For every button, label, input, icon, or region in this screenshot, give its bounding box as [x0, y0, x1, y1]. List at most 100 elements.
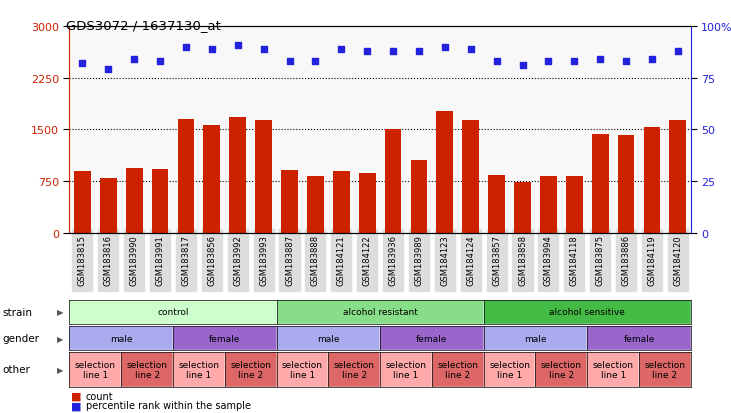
Point	[542, 59, 554, 65]
Text: male: male	[317, 334, 340, 343]
Point	[154, 59, 166, 65]
Text: selection
line 1: selection line 1	[178, 360, 219, 379]
Bar	[484, 326, 587, 351]
Text: male: male	[110, 334, 132, 343]
Point	[569, 59, 580, 65]
Point	[77, 61, 88, 67]
Point	[672, 48, 683, 55]
Bar	[121, 352, 173, 387]
Text: selection
line 1: selection line 1	[593, 360, 634, 379]
Bar	[69, 326, 173, 351]
Bar	[592, 134, 609, 233]
Bar	[230, 118, 246, 233]
Point	[102, 67, 114, 74]
Bar	[359, 173, 376, 233]
Bar	[178, 120, 194, 233]
Bar	[281, 171, 298, 233]
Bar	[540, 177, 557, 233]
Text: ■: ■	[71, 391, 81, 401]
Bar	[670, 121, 686, 233]
Bar	[151, 170, 168, 233]
Bar	[276, 300, 484, 325]
Bar	[484, 300, 691, 325]
Bar	[432, 352, 484, 387]
Text: selection
line 1: selection line 1	[385, 360, 426, 379]
Text: alcohol resistant: alcohol resistant	[343, 308, 417, 317]
Text: percentile rank within the sample: percentile rank within the sample	[86, 400, 251, 410]
Point	[129, 57, 140, 63]
Text: strain: strain	[2, 307, 32, 317]
Text: selection
line 2: selection line 2	[437, 360, 478, 379]
Bar	[488, 175, 505, 233]
Text: female: female	[416, 334, 447, 343]
Text: female: female	[209, 334, 240, 343]
Bar	[411, 161, 428, 233]
Bar	[535, 352, 587, 387]
Bar	[276, 326, 380, 351]
Point	[413, 48, 425, 55]
Bar	[255, 121, 272, 233]
Bar	[385, 130, 401, 233]
Point	[439, 44, 451, 51]
Text: GDS3072 / 1637130_at: GDS3072 / 1637130_at	[66, 19, 221, 31]
Text: selection
line 2: selection line 2	[230, 360, 271, 379]
Bar	[74, 171, 91, 233]
Bar	[587, 352, 639, 387]
Bar	[173, 326, 276, 351]
Bar	[380, 326, 484, 351]
Text: selection
line 1: selection line 1	[489, 360, 530, 379]
Point	[258, 46, 270, 53]
Text: selection
line 2: selection line 2	[334, 360, 375, 379]
Text: selection
line 1: selection line 1	[75, 360, 115, 379]
Bar	[618, 135, 635, 233]
Bar	[380, 352, 432, 387]
Bar	[276, 352, 328, 387]
Bar	[307, 177, 324, 233]
Bar	[643, 127, 660, 233]
Bar	[639, 352, 691, 387]
Bar	[587, 326, 691, 351]
Point	[180, 44, 192, 51]
Bar	[224, 352, 276, 387]
Bar	[328, 352, 380, 387]
Point	[646, 57, 658, 63]
Bar	[100, 179, 117, 233]
Bar	[484, 352, 535, 387]
Bar	[514, 182, 531, 233]
Point	[284, 59, 295, 65]
Bar	[462, 121, 479, 233]
Bar	[436, 112, 453, 233]
Point	[232, 42, 243, 49]
Point	[620, 59, 632, 65]
Text: selection
line 2: selection line 2	[645, 360, 686, 379]
Point	[465, 46, 477, 53]
Point	[309, 59, 321, 65]
Point	[361, 48, 373, 55]
Text: selection
line 2: selection line 2	[541, 360, 582, 379]
Bar	[126, 169, 143, 233]
Text: ▶: ▶	[58, 365, 64, 374]
Point	[491, 59, 502, 65]
Point	[206, 46, 218, 53]
Text: gender: gender	[2, 333, 39, 343]
Point	[594, 57, 606, 63]
Point	[387, 48, 399, 55]
Text: count: count	[86, 391, 113, 401]
Bar	[69, 352, 121, 387]
Text: ▶: ▶	[58, 308, 64, 317]
Text: control: control	[157, 308, 189, 317]
Text: selection
line 2: selection line 2	[126, 360, 167, 379]
Text: other: other	[2, 364, 30, 375]
Text: alcohol sensitive: alcohol sensitive	[549, 308, 625, 317]
Text: ▶: ▶	[58, 334, 64, 343]
Text: selection
line 1: selection line 1	[282, 360, 323, 379]
Text: male: male	[524, 334, 547, 343]
Bar	[173, 352, 224, 387]
Bar	[333, 171, 349, 233]
Bar	[566, 177, 583, 233]
Point	[336, 46, 347, 53]
Bar	[203, 126, 220, 233]
Point	[517, 63, 529, 69]
Bar	[69, 300, 276, 325]
Text: ■: ■	[71, 400, 81, 410]
